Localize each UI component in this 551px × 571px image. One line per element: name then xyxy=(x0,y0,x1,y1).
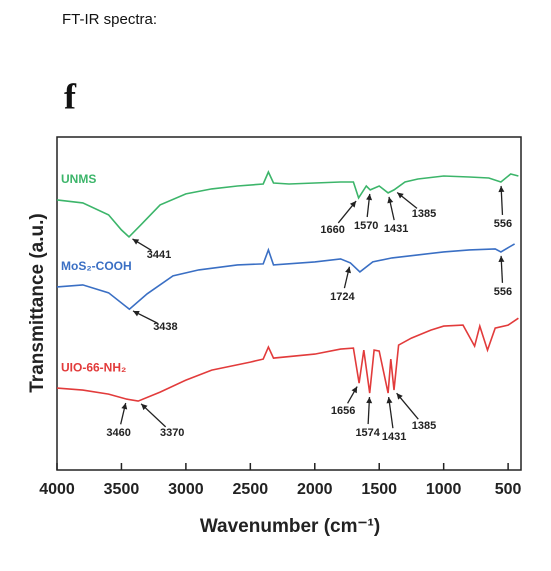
arrow-head xyxy=(366,193,373,201)
arrow-head xyxy=(121,402,128,410)
x-tick-label: 2500 xyxy=(233,481,269,498)
peak-label: 1385 xyxy=(412,208,436,220)
arrow-head xyxy=(349,201,357,208)
peak-label: 556 xyxy=(494,218,512,230)
header: FT-IR spectra: xyxy=(62,11,157,28)
peak-label: 1431 xyxy=(382,431,406,443)
arrow-head xyxy=(396,393,403,400)
peak-label: 1431 xyxy=(384,223,408,235)
arrow-head xyxy=(397,192,404,199)
peak-label: 1385 xyxy=(412,420,436,432)
y-axis-label: Transmittance (a.u.) xyxy=(27,213,48,393)
peak-label: 556 xyxy=(494,286,512,298)
spectrum-line xyxy=(56,170,519,239)
series-label: UIO-66-NH₂ xyxy=(61,360,126,374)
arrow-head xyxy=(141,403,148,411)
arrow-head xyxy=(351,386,358,394)
arrow-head xyxy=(387,196,394,204)
panel-label: f xyxy=(64,76,77,116)
arrow-head xyxy=(366,397,373,404)
x-tick-label: 1000 xyxy=(426,481,462,498)
peak-label: 1656 xyxy=(331,405,355,417)
plot-frame xyxy=(56,136,522,471)
x-axis-label: Wavenumber (cm⁻¹) xyxy=(200,516,380,537)
arrow-head xyxy=(345,266,351,274)
spectrum-line xyxy=(56,317,519,402)
x-tick-label: 4000 xyxy=(39,481,75,498)
peak-label: 1724 xyxy=(330,291,355,303)
x-tick-label: 500 xyxy=(495,481,522,498)
peak-label: 1574 xyxy=(355,427,380,439)
x-tick-label: 1500 xyxy=(361,481,397,498)
peak-label: 3438 xyxy=(153,321,177,333)
series-label: UNMS xyxy=(61,172,96,186)
arrow-head xyxy=(132,238,140,245)
arrow-head xyxy=(498,255,505,263)
series-label: MoS₂-COOH xyxy=(61,259,132,273)
x-tick-label: 3000 xyxy=(168,481,204,498)
peak-label: 1660 xyxy=(320,224,344,236)
x-tick-label: 2000 xyxy=(297,481,333,498)
spectrum-line xyxy=(56,243,516,311)
arrow-head xyxy=(133,310,140,317)
peak-label: 3370 xyxy=(160,427,184,439)
peak-label: 3460 xyxy=(106,427,130,439)
arrow-head xyxy=(498,185,505,193)
x-tick-label: 3500 xyxy=(104,481,140,498)
peak-label: 3441 xyxy=(147,249,171,261)
peak-label: 1570 xyxy=(354,220,378,232)
arrow-head xyxy=(386,397,393,404)
